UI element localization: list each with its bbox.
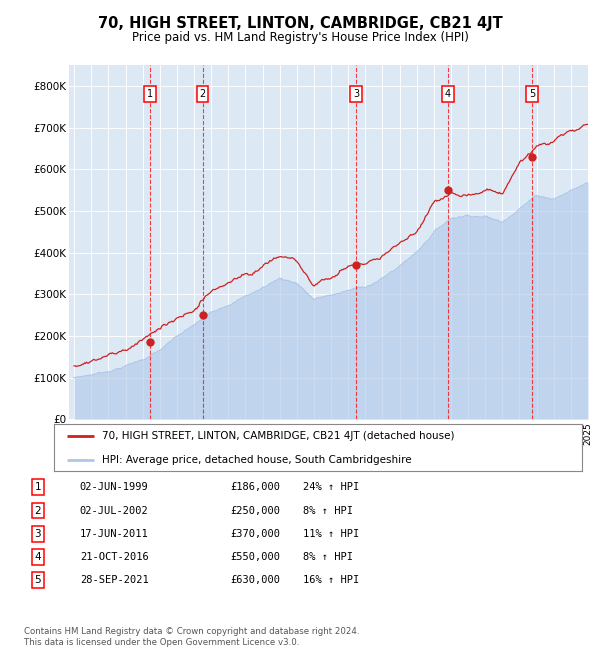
- Text: 5: 5: [529, 89, 535, 99]
- Text: 02-JUN-1999: 02-JUN-1999: [80, 482, 149, 492]
- Text: 70, HIGH STREET, LINTON, CAMBRIDGE, CB21 4JT (detached house): 70, HIGH STREET, LINTON, CAMBRIDGE, CB21…: [101, 431, 454, 441]
- Text: 02-JUL-2002: 02-JUL-2002: [80, 506, 149, 515]
- Text: 17-JUN-2011: 17-JUN-2011: [80, 528, 149, 539]
- Text: 11% ↑ HPI: 11% ↑ HPI: [303, 528, 359, 539]
- Text: £630,000: £630,000: [230, 575, 281, 585]
- Text: 21-OCT-2016: 21-OCT-2016: [80, 552, 149, 562]
- Text: £250,000: £250,000: [230, 506, 281, 515]
- Text: 1: 1: [35, 482, 41, 492]
- Text: Contains HM Land Registry data © Crown copyright and database right 2024.
This d: Contains HM Land Registry data © Crown c…: [24, 627, 359, 647]
- Text: £370,000: £370,000: [230, 528, 281, 539]
- Text: 8% ↑ HPI: 8% ↑ HPI: [303, 552, 353, 562]
- Text: 28-SEP-2021: 28-SEP-2021: [80, 575, 149, 585]
- Text: 2: 2: [199, 89, 206, 99]
- Text: Price paid vs. HM Land Registry's House Price Index (HPI): Price paid vs. HM Land Registry's House …: [131, 31, 469, 44]
- Text: 24% ↑ HPI: 24% ↑ HPI: [303, 482, 359, 492]
- Text: 4: 4: [35, 552, 41, 562]
- Text: 1: 1: [147, 89, 153, 99]
- Text: 70, HIGH STREET, LINTON, CAMBRIDGE, CB21 4JT: 70, HIGH STREET, LINTON, CAMBRIDGE, CB21…: [98, 16, 502, 31]
- Text: £186,000: £186,000: [230, 482, 281, 492]
- Text: 2: 2: [35, 506, 41, 515]
- Text: 8% ↑ HPI: 8% ↑ HPI: [303, 506, 353, 515]
- Text: HPI: Average price, detached house, South Cambridgeshire: HPI: Average price, detached house, Sout…: [101, 454, 411, 465]
- Text: 16% ↑ HPI: 16% ↑ HPI: [303, 575, 359, 585]
- Text: 3: 3: [35, 528, 41, 539]
- Text: 3: 3: [353, 89, 359, 99]
- Text: 4: 4: [445, 89, 451, 99]
- Text: 5: 5: [35, 575, 41, 585]
- Text: £550,000: £550,000: [230, 552, 281, 562]
